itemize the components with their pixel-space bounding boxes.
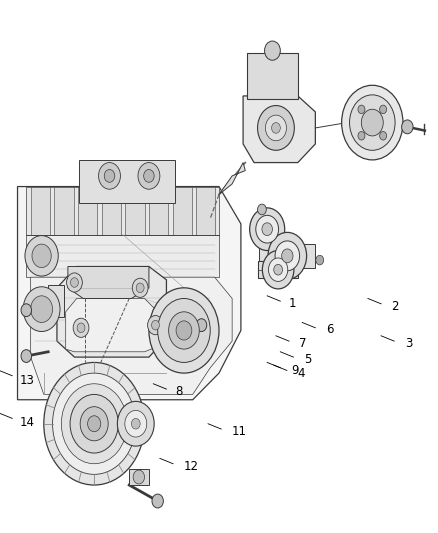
Text: 4: 4 (297, 367, 304, 379)
Circle shape (250, 208, 285, 251)
Circle shape (131, 418, 140, 429)
Text: 9: 9 (291, 364, 299, 377)
Circle shape (149, 288, 219, 373)
Text: 14: 14 (20, 416, 35, 429)
Polygon shape (259, 244, 315, 268)
Text: 12: 12 (184, 460, 199, 473)
Polygon shape (79, 160, 175, 203)
Circle shape (148, 316, 163, 335)
Circle shape (262, 251, 294, 289)
Polygon shape (26, 235, 219, 277)
Circle shape (262, 223, 272, 236)
Circle shape (31, 296, 53, 322)
Text: 2: 2 (391, 300, 399, 313)
Text: 11: 11 (231, 425, 246, 438)
Circle shape (117, 401, 154, 446)
Polygon shape (26, 187, 219, 235)
Polygon shape (31, 187, 50, 235)
Polygon shape (129, 469, 149, 485)
Text: 7: 7 (299, 337, 306, 350)
Circle shape (268, 232, 307, 279)
Polygon shape (247, 53, 298, 99)
Polygon shape (196, 187, 215, 235)
Polygon shape (78, 187, 97, 235)
Circle shape (282, 249, 293, 263)
Circle shape (53, 373, 136, 474)
Circle shape (358, 105, 365, 114)
Circle shape (70, 394, 118, 453)
Circle shape (258, 204, 266, 215)
Circle shape (71, 278, 78, 287)
Circle shape (152, 494, 163, 508)
Circle shape (176, 321, 192, 340)
Circle shape (144, 169, 154, 182)
Circle shape (274, 264, 283, 275)
Circle shape (402, 120, 413, 134)
Circle shape (152, 320, 159, 330)
Circle shape (23, 287, 60, 332)
Polygon shape (68, 266, 149, 298)
Circle shape (256, 215, 279, 243)
Text: 5: 5 (304, 353, 312, 366)
Circle shape (99, 163, 120, 189)
Circle shape (158, 298, 210, 362)
Polygon shape (219, 163, 245, 195)
Circle shape (265, 41, 280, 60)
Polygon shape (54, 187, 74, 235)
Circle shape (25, 236, 58, 276)
Circle shape (67, 273, 82, 292)
Circle shape (125, 410, 147, 437)
Circle shape (104, 169, 115, 182)
Polygon shape (173, 187, 192, 235)
Polygon shape (258, 261, 298, 278)
Circle shape (342, 85, 403, 160)
Circle shape (80, 407, 108, 441)
Circle shape (77, 323, 85, 333)
Circle shape (361, 109, 383, 136)
Circle shape (88, 416, 101, 432)
Polygon shape (102, 187, 121, 235)
Circle shape (21, 350, 32, 362)
Polygon shape (66, 298, 158, 352)
Circle shape (138, 163, 160, 189)
Circle shape (136, 283, 144, 293)
Circle shape (196, 319, 207, 332)
Polygon shape (125, 187, 145, 235)
Circle shape (73, 318, 89, 337)
Circle shape (258, 106, 294, 150)
Circle shape (132, 278, 148, 297)
Polygon shape (31, 277, 232, 394)
Polygon shape (149, 187, 168, 235)
Polygon shape (243, 96, 315, 163)
Circle shape (265, 115, 286, 141)
Text: 13: 13 (20, 374, 35, 386)
Circle shape (268, 258, 288, 281)
Polygon shape (57, 266, 166, 357)
Circle shape (275, 241, 300, 271)
Text: 3: 3 (405, 337, 413, 350)
Polygon shape (18, 187, 241, 400)
Polygon shape (48, 285, 64, 317)
Circle shape (380, 105, 387, 114)
Circle shape (32, 244, 51, 268)
Circle shape (316, 255, 324, 265)
Circle shape (44, 362, 145, 485)
Circle shape (272, 123, 280, 133)
Text: 8: 8 (175, 385, 183, 398)
Circle shape (61, 384, 127, 464)
Circle shape (358, 132, 365, 140)
Circle shape (380, 132, 387, 140)
Text: 1: 1 (289, 297, 297, 310)
Circle shape (350, 95, 395, 150)
Circle shape (133, 470, 145, 484)
Text: 6: 6 (326, 323, 334, 336)
Circle shape (169, 312, 199, 349)
Circle shape (21, 304, 32, 317)
